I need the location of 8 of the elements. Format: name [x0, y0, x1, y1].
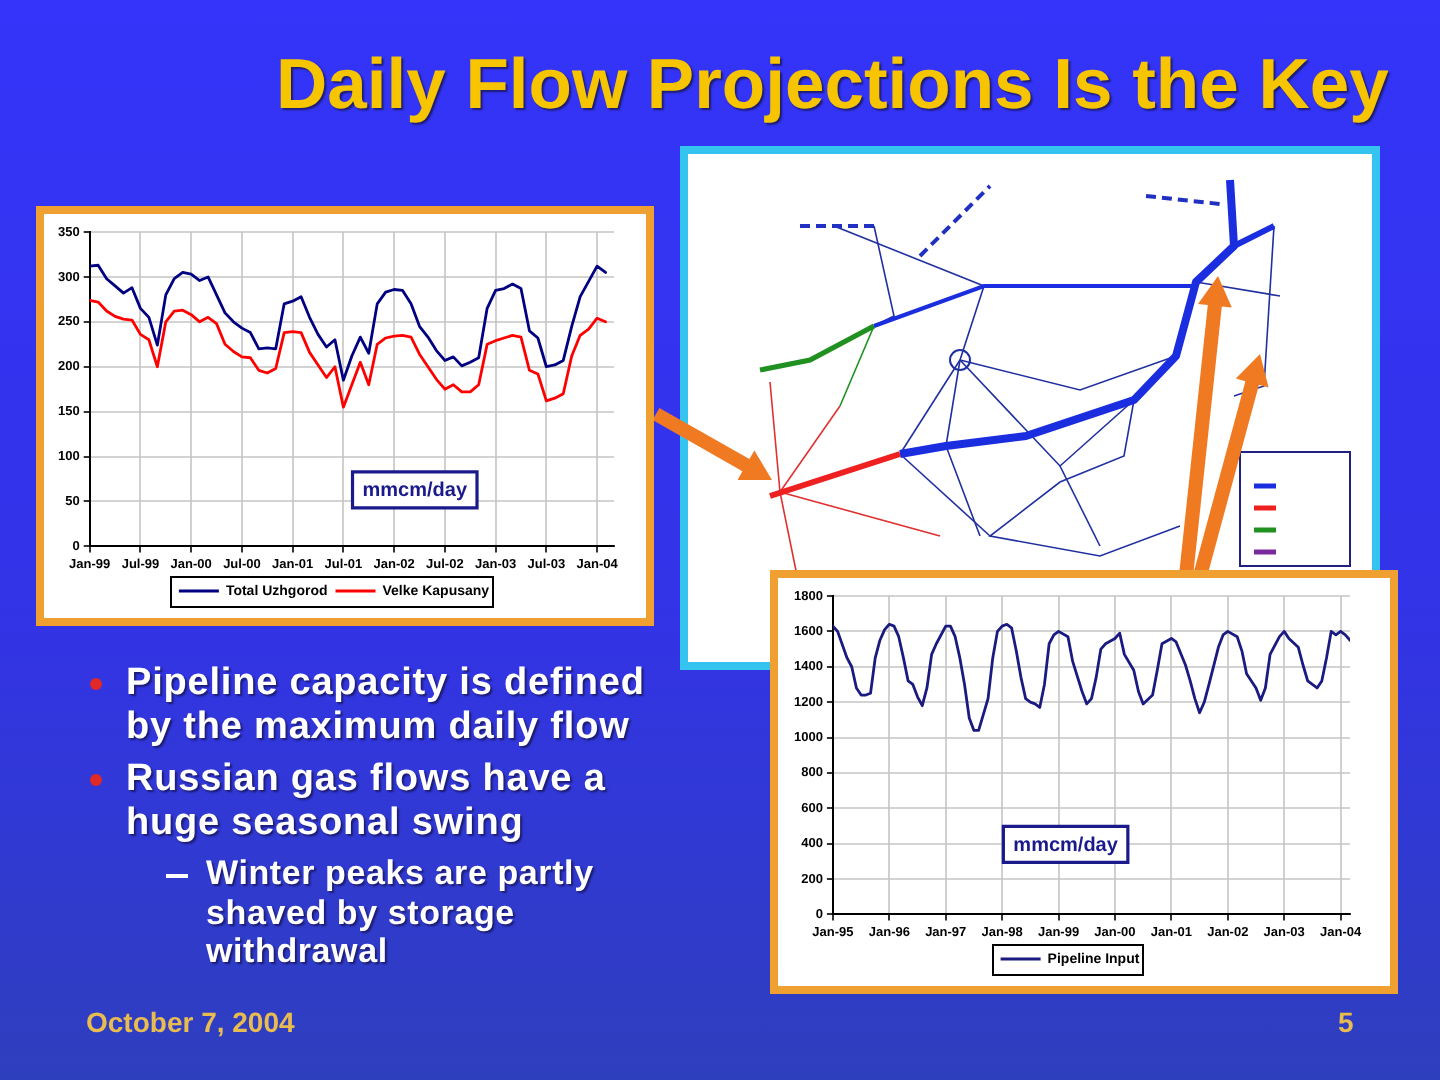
- text: Winter peaks are partly shaved by storage withdrawal: [206, 854, 596, 971]
- text: October 7, 2004: [86, 1006, 295, 1038]
- text: Daily Flow Projections Is the Key: [276, 44, 1389, 124]
- annotation: mmcm/day: [362, 480, 468, 503]
- annotation: mmcm/day: [1013, 834, 1119, 857]
- text: 5: [1338, 1006, 1354, 1038]
- text: Russian gas flows have a huge seasonal swing: [126, 758, 608, 846]
- text: Pipeline capacity is defined by the maximum daily flow: [126, 662, 647, 750]
